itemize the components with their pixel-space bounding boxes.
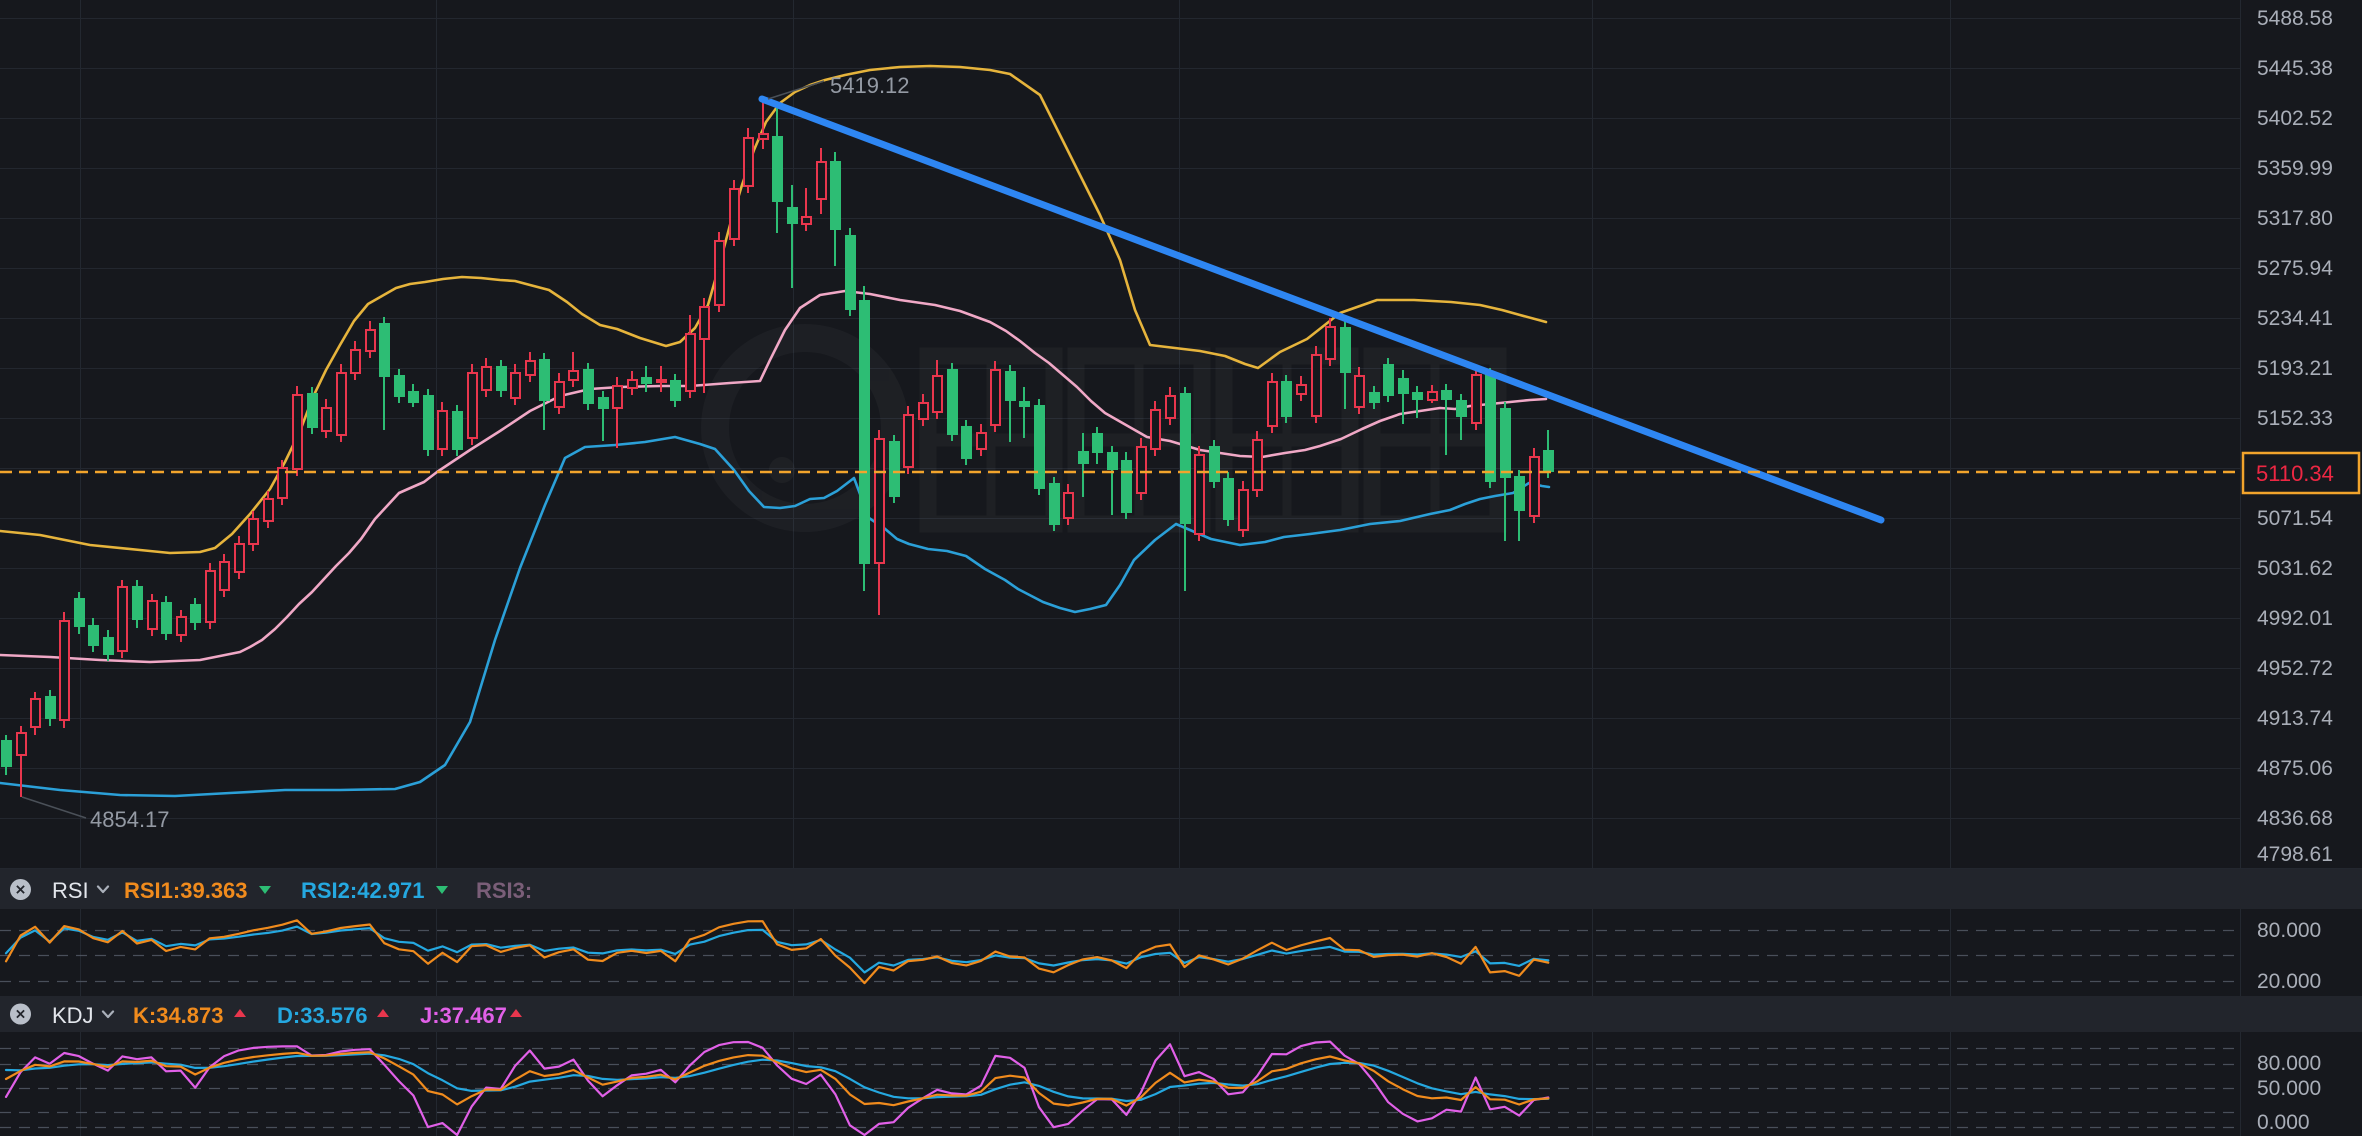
svg-text:5275.94: 5275.94 <box>2257 257 2333 280</box>
svg-text:RSI3:: RSI3: <box>476 878 532 903</box>
svg-text:J:37.467: J:37.467 <box>420 1003 507 1028</box>
svg-text:5488.58: 5488.58 <box>2257 7 2333 30</box>
svg-text:KDJ: KDJ <box>52 1003 94 1028</box>
svg-text:5193.21: 5193.21 <box>2257 357 2333 380</box>
svg-text:5359.99: 5359.99 <box>2257 157 2333 180</box>
svg-text:5031.62: 5031.62 <box>2257 557 2333 580</box>
svg-text:0.000: 0.000 <box>2257 1111 2310 1134</box>
svg-text:50.000: 50.000 <box>2257 1077 2321 1100</box>
svg-text:4798.61: 4798.61 <box>2257 843 2333 866</box>
svg-text:4854.17: 4854.17 <box>90 807 170 832</box>
svg-text:5152.33: 5152.33 <box>2257 407 2333 430</box>
svg-text:5071.54: 5071.54 <box>2257 507 2333 530</box>
svg-text:5419.12: 5419.12 <box>830 73 910 98</box>
svg-text:80.000: 80.000 <box>2257 1052 2321 1075</box>
svg-text:80.000: 80.000 <box>2257 919 2321 942</box>
svg-text:K:34.873: K:34.873 <box>133 1003 224 1028</box>
svg-text:5445.38: 5445.38 <box>2257 57 2333 80</box>
svg-text:20.000: 20.000 <box>2257 970 2321 993</box>
svg-text:5110.34: 5110.34 <box>2256 461 2334 486</box>
svg-text:4992.01: 4992.01 <box>2257 607 2333 630</box>
svg-text:4836.68: 4836.68 <box>2257 807 2333 830</box>
svg-text:5402.52: 5402.52 <box>2257 107 2333 130</box>
svg-text:RSI: RSI <box>52 878 89 903</box>
svg-text:RSI2:42.971: RSI2:42.971 <box>301 878 425 903</box>
svg-text:4952.72: 4952.72 <box>2257 657 2333 680</box>
svg-text:4913.74: 4913.74 <box>2257 707 2333 730</box>
svg-text:4875.06: 4875.06 <box>2257 757 2333 780</box>
svg-text:RSI1:39.363: RSI1:39.363 <box>124 878 248 903</box>
svg-text:5317.80: 5317.80 <box>2257 207 2333 230</box>
svg-text:5234.41: 5234.41 <box>2257 307 2333 330</box>
svg-text:D:33.576: D:33.576 <box>277 1003 368 1028</box>
